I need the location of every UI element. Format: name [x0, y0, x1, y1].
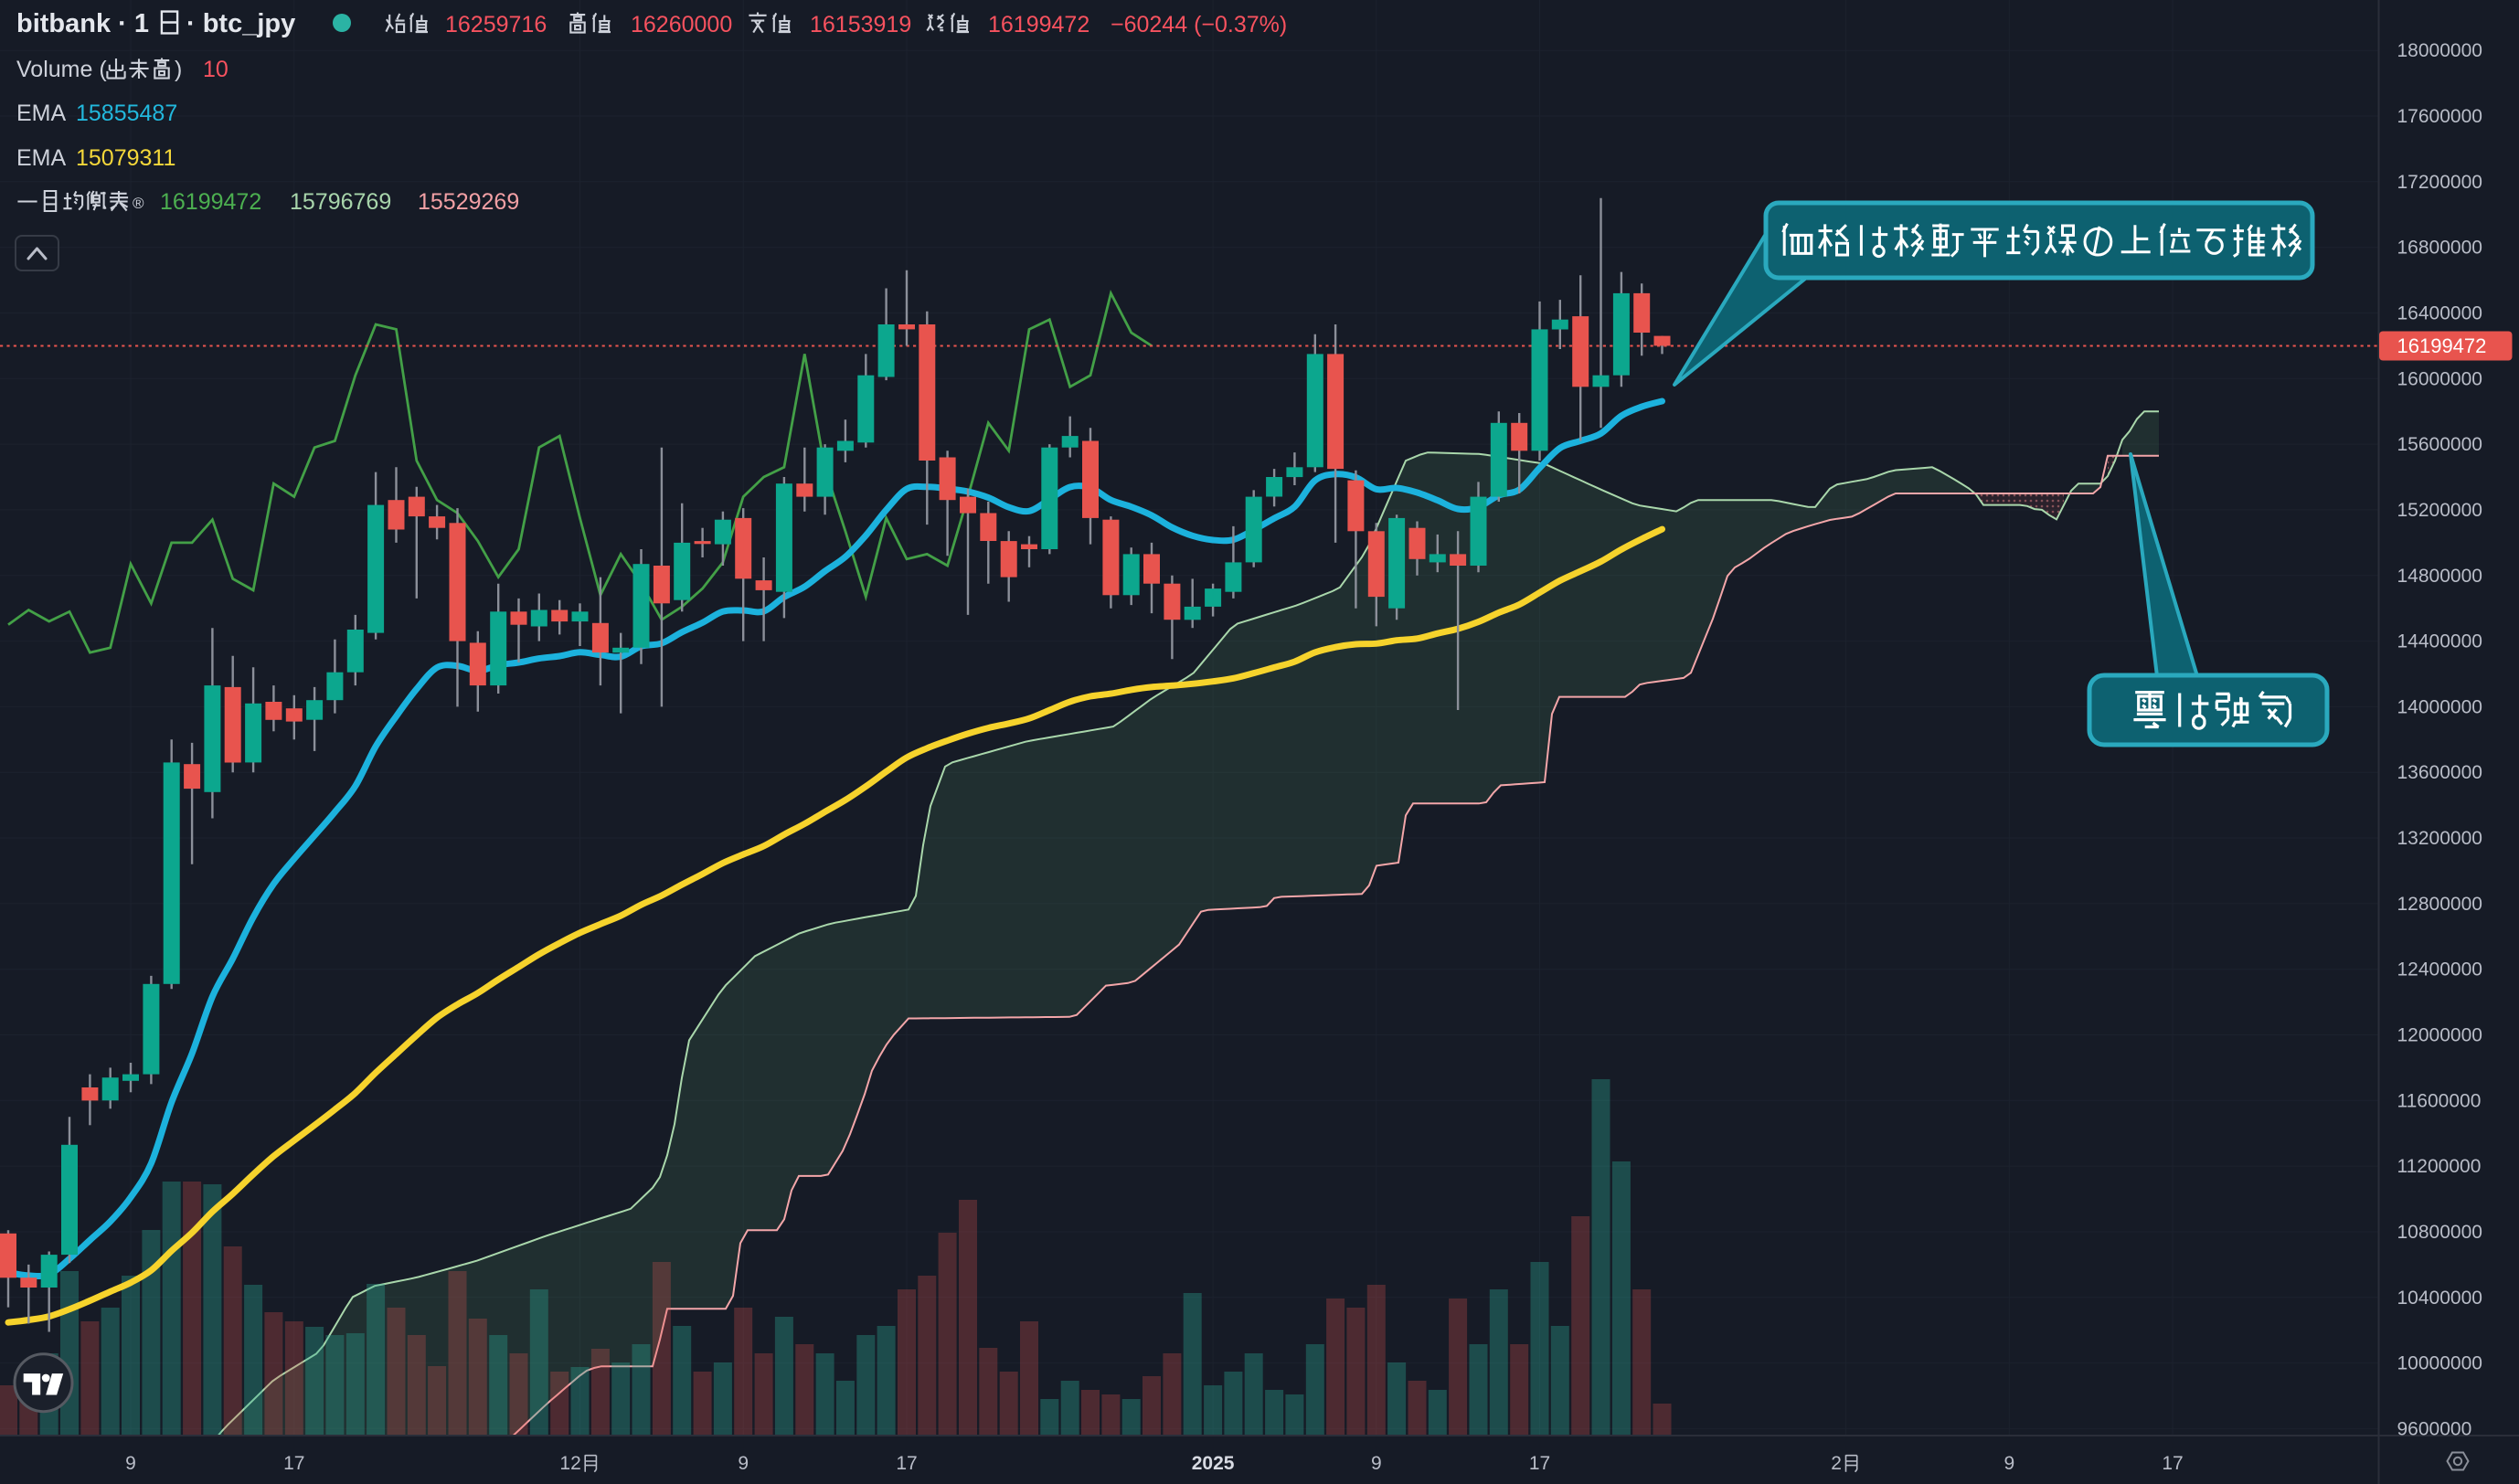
svg-text:12800000: 12800000 [2397, 894, 2482, 915]
svg-text:10: 10 [203, 57, 229, 82]
svg-text:16000000: 16000000 [2397, 368, 2482, 389]
svg-text:18000000: 18000000 [2397, 40, 2482, 61]
svg-text:15600000: 15600000 [2397, 434, 2482, 455]
svg-text:EMA: EMA [16, 145, 67, 171]
svg-text:16800000: 16800000 [2397, 238, 2482, 259]
svg-text:16260000: 16260000 [631, 12, 732, 37]
svg-text:11200000: 11200000 [2397, 1156, 2482, 1177]
svg-text:14000000: 14000000 [2397, 696, 2482, 717]
svg-text:10800000: 10800000 [2397, 1222, 2482, 1243]
svg-text:14400000: 14400000 [2397, 631, 2482, 652]
svg-text:16400000: 16400000 [2397, 303, 2482, 324]
svg-text:13200000: 13200000 [2397, 828, 2482, 849]
svg-text:bitbank · 1: bitbank · 1 [16, 9, 149, 38]
svg-text:16153919: 16153919 [810, 12, 911, 37]
svg-text:): ) [175, 57, 182, 82]
svg-text:17200000: 17200000 [2397, 172, 2482, 193]
svg-text:17: 17 [896, 1453, 917, 1474]
svg-text:16199472: 16199472 [160, 189, 261, 215]
svg-text:16259716: 16259716 [445, 12, 547, 37]
svg-text:12000000: 12000000 [2397, 1025, 2482, 1046]
svg-text:15796769: 15796769 [290, 189, 391, 215]
svg-text:®: ® [133, 195, 144, 212]
svg-text:9: 9 [125, 1453, 136, 1474]
svg-text:16199472: 16199472 [2397, 334, 2487, 357]
svg-text:17: 17 [1529, 1453, 1550, 1474]
svg-text:9: 9 [1371, 1453, 1382, 1474]
svg-text:17: 17 [2162, 1453, 2183, 1474]
svg-text:11600000: 11600000 [2397, 1090, 2482, 1111]
svg-text:−60244 (−0.37%): −60244 (−0.37%) [1111, 12, 1287, 37]
svg-text:9600000: 9600000 [2397, 1418, 2472, 1439]
svg-text:17600000: 17600000 [2397, 106, 2482, 127]
svg-text:9: 9 [2004, 1453, 2014, 1474]
svg-text:2: 2 [1831, 1453, 1842, 1474]
svg-text:2025: 2025 [1192, 1453, 1235, 1474]
svg-text:9: 9 [738, 1453, 749, 1474]
svg-text:14800000: 14800000 [2397, 566, 2482, 587]
svg-text:Volume (: Volume ( [16, 57, 107, 82]
svg-text:12400000: 12400000 [2397, 959, 2482, 980]
svg-text:EMA: EMA [16, 101, 67, 126]
svg-text:10400000: 10400000 [2397, 1288, 2482, 1309]
svg-text:12: 12 [559, 1453, 580, 1474]
svg-text:· btc_jpy: · btc_jpy [186, 9, 295, 38]
svg-text:17: 17 [283, 1453, 304, 1474]
svg-text:15529269: 15529269 [418, 189, 519, 215]
svg-text:16199472: 16199472 [988, 12, 1089, 37]
svg-text:10000000: 10000000 [2397, 1353, 2482, 1374]
svg-text:13600000: 13600000 [2397, 762, 2482, 783]
svg-text:15200000: 15200000 [2397, 500, 2482, 521]
svg-text:15079311: 15079311 [76, 145, 175, 171]
svg-text:15855487: 15855487 [76, 101, 177, 126]
